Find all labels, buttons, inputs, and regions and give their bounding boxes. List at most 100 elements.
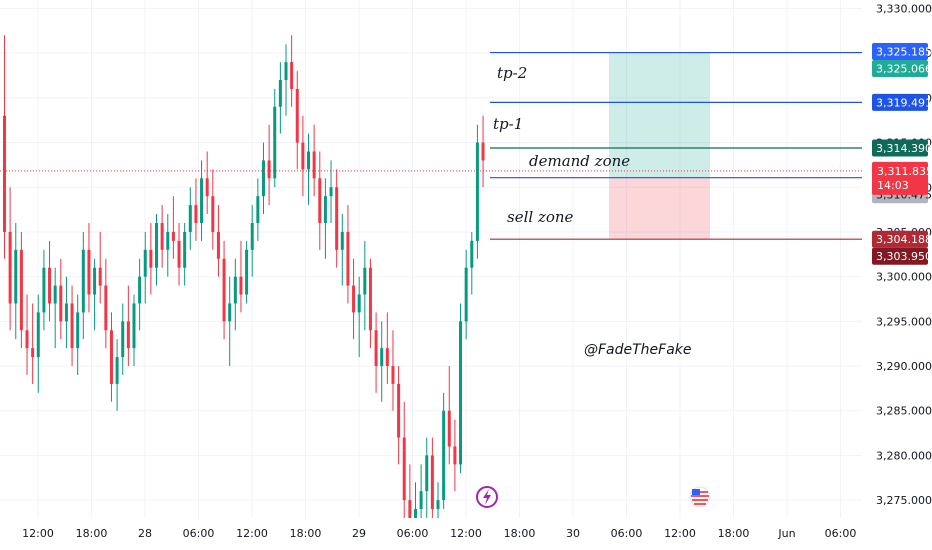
y-tick-label: 3,290.000 xyxy=(876,360,932,373)
x-tick-label: 06:00 xyxy=(825,527,857,540)
candle-body xyxy=(368,267,372,331)
candle xyxy=(295,71,299,170)
candle xyxy=(48,240,52,322)
candle xyxy=(464,249,468,340)
candle xyxy=(419,464,423,527)
candle xyxy=(475,124,479,259)
candle-body xyxy=(273,106,277,179)
candle xyxy=(121,303,125,375)
us-flag-event-icon[interactable] xyxy=(689,486,711,508)
annotation-layer[interactable]: tp-2 tp-1 demand zone sell zone @FadeThe… xyxy=(493,64,692,358)
candle xyxy=(115,339,119,411)
candle xyxy=(481,115,485,188)
candle xyxy=(368,258,372,349)
candle-body xyxy=(8,231,12,304)
candle-body xyxy=(19,249,23,331)
candle xyxy=(155,214,159,286)
candle xyxy=(87,223,91,313)
price-label-text: 3,304.188 xyxy=(876,233,932,246)
candle xyxy=(312,124,316,197)
candle xyxy=(42,249,46,331)
candle xyxy=(205,151,209,215)
x-tick-label: 12:00 xyxy=(450,527,482,540)
candle-body xyxy=(121,321,125,358)
candle-body xyxy=(290,62,294,89)
candle-body xyxy=(109,330,113,384)
candle xyxy=(267,124,271,206)
candle xyxy=(278,62,282,134)
price-label: 3,325.066 xyxy=(872,60,932,78)
profit-zone[interactable] xyxy=(609,52,710,178)
last-price-value: 3,311.835 xyxy=(877,165,932,178)
candle-body xyxy=(475,142,479,241)
price-axis[interactable]: 3,330.0003,325.0003,320.0003,315.0003,31… xyxy=(862,0,932,520)
grid-layer xyxy=(0,0,862,518)
candle-body xyxy=(171,231,175,241)
candle xyxy=(93,258,97,331)
x-tick-label: 12:00 xyxy=(236,527,268,540)
price-label-text: 3,325.066 xyxy=(876,63,932,76)
candle xyxy=(149,223,153,295)
candle xyxy=(216,205,220,277)
candle xyxy=(109,312,113,402)
lightning-event-icon[interactable] xyxy=(476,486,498,508)
candle-body xyxy=(256,196,260,224)
y-tick-label: 3,285.000 xyxy=(876,405,932,418)
y-tick-label: 3,295.000 xyxy=(876,315,932,328)
events-layer[interactable] xyxy=(476,486,711,508)
x-tick-label: 18:00 xyxy=(76,527,108,540)
candle-body xyxy=(76,312,80,349)
x-tick-label: 18:00 xyxy=(718,527,750,540)
annotation-sell-zone[interactable]: sell zone xyxy=(507,208,574,226)
candle xyxy=(261,142,265,215)
candle xyxy=(459,303,463,474)
x-tick-label: 29 xyxy=(352,527,366,540)
loss-zone[interactable] xyxy=(609,177,710,240)
annotation-tp-1[interactable]: tp-1 xyxy=(493,115,523,133)
candle xyxy=(447,366,451,465)
candle xyxy=(374,312,378,393)
candle xyxy=(25,294,29,375)
candle xyxy=(19,231,23,349)
candle-body xyxy=(228,303,232,322)
candle-body xyxy=(14,249,18,304)
candle xyxy=(307,133,311,206)
candle-body xyxy=(177,240,181,268)
price-label-bg xyxy=(872,60,928,78)
last-price-label: 3,311.835 14:03 xyxy=(872,161,932,195)
candle-body xyxy=(323,196,327,224)
candle xyxy=(171,196,175,259)
price-label-bg xyxy=(872,43,928,61)
candle xyxy=(14,223,18,340)
horizontal-lines-layer[interactable] xyxy=(0,51,862,240)
candle-body xyxy=(374,330,378,367)
candle-body xyxy=(115,357,119,384)
candle-body xyxy=(430,455,434,510)
candle-body xyxy=(3,115,6,232)
price-labels: 3,325.185 3,325.066 3,319.491 3,314.390 3,31… xyxy=(872,43,932,265)
annotation-demand-zone[interactable]: demand zone xyxy=(529,152,630,170)
candle-body xyxy=(233,276,237,304)
candle xyxy=(211,169,215,250)
candle xyxy=(335,169,339,268)
position-tool[interactable] xyxy=(609,52,710,240)
candle-body xyxy=(318,178,322,224)
candle xyxy=(8,187,12,331)
annotation-tp-2[interactable]: tp-2 xyxy=(497,64,527,82)
candle xyxy=(239,240,243,313)
candle-body xyxy=(312,151,316,179)
candle xyxy=(143,231,147,304)
candle-body xyxy=(239,276,243,295)
time-axis[interactable]: 12:00 18:00 28 06:00 12:00 18:00 29 06:00 12:00 1… xyxy=(0,518,932,550)
candle xyxy=(363,240,367,331)
candle-body xyxy=(346,231,350,286)
price-label-bg xyxy=(872,247,928,265)
candle-body xyxy=(391,366,395,384)
candle-body xyxy=(245,249,249,295)
candle-body xyxy=(36,312,40,358)
candle-body xyxy=(352,285,356,313)
candle xyxy=(126,285,130,367)
candle xyxy=(340,214,344,286)
